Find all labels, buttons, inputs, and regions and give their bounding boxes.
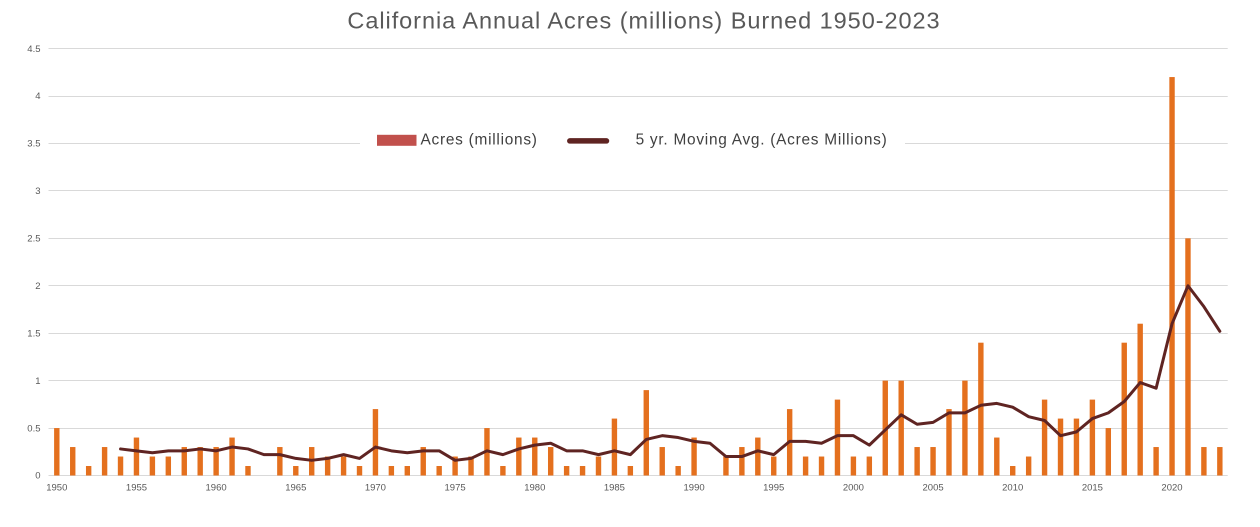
svg-text:1: 1 bbox=[35, 376, 40, 387]
svg-text:1950: 1950 bbox=[46, 483, 67, 494]
svg-text:3.5: 3.5 bbox=[27, 139, 40, 150]
svg-text:0.5: 0.5 bbox=[27, 423, 40, 434]
svg-text:1970: 1970 bbox=[365, 483, 386, 494]
svg-text:4: 4 bbox=[35, 91, 40, 102]
svg-text:1960: 1960 bbox=[206, 483, 227, 494]
svg-text:1955: 1955 bbox=[126, 483, 147, 494]
svg-text:2020: 2020 bbox=[1161, 483, 1182, 494]
svg-text:2.5: 2.5 bbox=[27, 234, 40, 245]
svg-text:1980: 1980 bbox=[524, 483, 545, 494]
svg-text:Acres (millions): Acres (millions) bbox=[421, 132, 538, 149]
svg-text:2015: 2015 bbox=[1082, 483, 1103, 494]
svg-text:5 yr. Moving Avg. (Acres Milli: 5 yr. Moving Avg. (Acres Millions) bbox=[636, 132, 888, 149]
svg-text:1995: 1995 bbox=[763, 483, 784, 494]
svg-text:2: 2 bbox=[35, 281, 40, 292]
svg-text:2005: 2005 bbox=[923, 483, 944, 494]
svg-text:2000: 2000 bbox=[843, 483, 864, 494]
svg-text:2010: 2010 bbox=[1002, 483, 1023, 494]
svg-text:3: 3 bbox=[35, 186, 40, 197]
svg-text:4.5: 4.5 bbox=[27, 44, 40, 55]
svg-text:0: 0 bbox=[35, 471, 40, 482]
svg-text:1985: 1985 bbox=[604, 483, 625, 494]
svg-text:California Annual Acres (milli: California Annual Acres (millions) Burne… bbox=[347, 7, 940, 33]
svg-text:1965: 1965 bbox=[285, 483, 306, 494]
svg-text:1990: 1990 bbox=[684, 483, 705, 494]
svg-text:1975: 1975 bbox=[445, 483, 466, 494]
svg-text:1.5: 1.5 bbox=[27, 328, 40, 339]
